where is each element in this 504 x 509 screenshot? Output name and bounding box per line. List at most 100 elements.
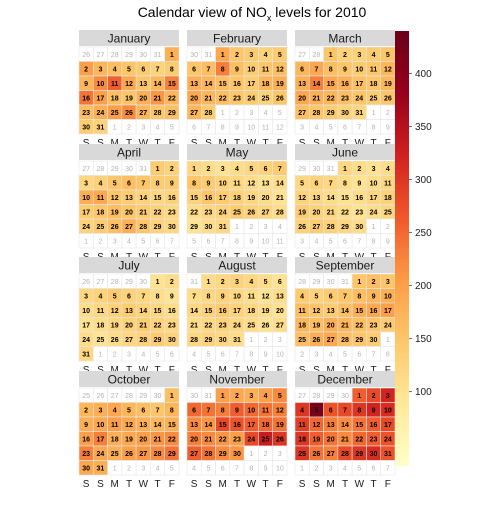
- day-number: 3: [221, 166, 225, 173]
- day-number: 25: [262, 95, 270, 102]
- day-number: 26: [111, 337, 119, 344]
- day-number: 7: [141, 293, 145, 300]
- day-number: 6: [314, 180, 318, 187]
- day-number: 30: [327, 279, 335, 286]
- day-number: 24: [97, 110, 105, 117]
- day-number: 28: [154, 110, 162, 117]
- day-number: 8: [357, 407, 361, 414]
- day-number: 5: [206, 465, 210, 472]
- weekday-label: M: [219, 479, 227, 490]
- day-number: 13: [190, 422, 198, 429]
- day-number: 2: [372, 393, 376, 400]
- day-number: 6: [343, 124, 347, 131]
- day-number: 8: [170, 66, 174, 73]
- day-number: 4: [192, 465, 196, 472]
- day-number: 29: [168, 110, 176, 117]
- day-number: 7: [357, 238, 361, 245]
- weekday-label: S: [205, 479, 212, 490]
- day-number: 4: [372, 52, 376, 59]
- day-number: 27: [262, 209, 270, 216]
- day-number: 30: [190, 52, 198, 59]
- day-number: 9: [84, 81, 88, 88]
- day-number: 15: [355, 308, 363, 315]
- day-number: 10: [97, 81, 105, 88]
- day-number: 2: [170, 166, 174, 173]
- day-number: 25: [82, 393, 90, 400]
- day-number: 26: [298, 224, 306, 231]
- day-number: 8: [221, 66, 225, 73]
- day-number: 30: [168, 337, 176, 344]
- day-number: 2: [170, 279, 174, 286]
- chart-title: Calendar view of NOx levels for 2010: [138, 4, 367, 23]
- day-number: 1: [235, 224, 239, 231]
- day-number: 5: [113, 180, 117, 187]
- day-number: 6: [141, 66, 145, 73]
- day-number: 10: [219, 180, 227, 187]
- day-number: 17: [247, 81, 255, 88]
- day-number: 4: [329, 351, 333, 358]
- day-number: 31: [139, 166, 147, 173]
- day-number: 22: [168, 436, 176, 443]
- day-number: 3: [386, 393, 390, 400]
- day-number: 9: [264, 351, 268, 358]
- day-number: 1: [343, 166, 347, 173]
- day-number: 20: [327, 436, 335, 443]
- day-number: 28: [341, 451, 349, 458]
- day-number: 7: [278, 166, 282, 173]
- day-number: 8: [221, 407, 225, 414]
- day-number: 14: [341, 422, 349, 429]
- day-number: 6: [343, 238, 347, 245]
- month-label: May: [226, 146, 249, 160]
- day-number: 4: [156, 465, 160, 472]
- day-number: 25: [97, 224, 105, 231]
- day-number: 8: [386, 351, 390, 358]
- day-number: 10: [370, 180, 378, 187]
- day-number: 7: [170, 238, 174, 245]
- day-number: 1: [249, 337, 253, 344]
- day-number: 7: [357, 124, 361, 131]
- month-label: April: [117, 146, 141, 160]
- day-number: 18: [262, 422, 270, 429]
- day-number: 12: [247, 180, 255, 187]
- day-number: 8: [235, 238, 239, 245]
- day-number: 24: [233, 322, 241, 329]
- day-number: 14: [327, 195, 335, 202]
- day-number: 27: [125, 337, 133, 344]
- day-number: 12: [125, 422, 133, 429]
- day-number: 12: [276, 66, 284, 73]
- day-number: 15: [219, 81, 227, 88]
- day-number: 3: [98, 66, 102, 73]
- day-number: 31: [205, 393, 213, 400]
- day-number: 7: [206, 407, 210, 414]
- day-number: 30: [219, 337, 227, 344]
- day-number: 5: [357, 465, 361, 472]
- day-number: 21: [313, 95, 321, 102]
- day-number: 15: [219, 422, 227, 429]
- day-number: 8: [249, 351, 253, 358]
- day-number: 5: [264, 279, 268, 286]
- day-number: 6: [192, 124, 196, 131]
- day-number: 27: [139, 110, 147, 117]
- day-number: 2: [343, 52, 347, 59]
- day-number: 8: [170, 407, 174, 414]
- day-number: 2: [235, 52, 239, 59]
- day-number: 30: [139, 279, 147, 286]
- day-number: 6: [278, 279, 282, 286]
- day-number: 4: [264, 393, 268, 400]
- day-number: 2: [235, 110, 239, 117]
- day-number: 31: [82, 351, 90, 358]
- day-number: 5: [314, 293, 318, 300]
- month-panel-november: November30 31 1 2 3 4 56 7 8 9 10 11 1213 14 15 16 17 18 1…: [187, 371, 287, 490]
- day-number: 13: [327, 308, 335, 315]
- day-number: 6: [206, 238, 210, 245]
- day-number: 18: [97, 322, 105, 329]
- day-number: 18: [384, 195, 392, 202]
- day-number: 11: [298, 422, 306, 429]
- day-number: 3: [386, 279, 390, 286]
- day-number: 20: [276, 308, 284, 315]
- day-number: 25: [111, 451, 119, 458]
- day-number: 3: [249, 393, 253, 400]
- day-number: 1: [329, 52, 333, 59]
